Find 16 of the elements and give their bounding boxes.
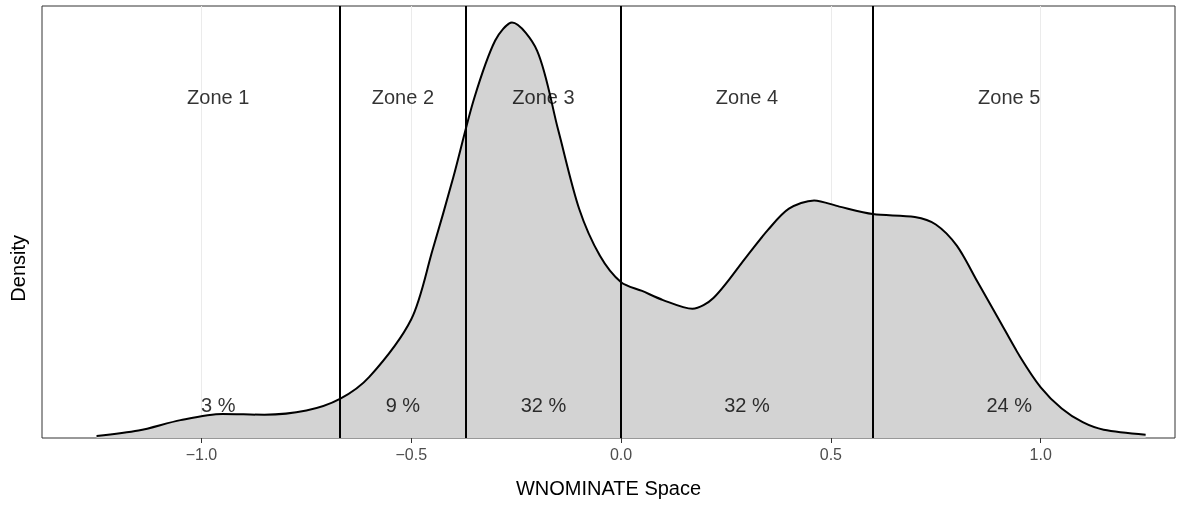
annotation: Zone 2 (371, 86, 435, 109)
annotation: 9 % (385, 393, 421, 416)
x-tick-label: 0.5 (819, 445, 843, 463)
annotation: 24 % (986, 393, 1033, 416)
annotation: 32 % (520, 393, 567, 416)
annotation: Zone 1 (187, 86, 250, 109)
annotation: 3 % (201, 393, 236, 416)
annotation: Zone 4 (715, 86, 779, 109)
annotation: 32 % (724, 393, 770, 416)
x-tick-label: 1.0 (1029, 445, 1052, 463)
x-tick-label: −1.0 (185, 445, 218, 463)
x-tick-label: 0.0 (609, 445, 633, 463)
x-axis-title: WNOMINATE Space (515, 477, 702, 499)
y-axis-title: Density (7, 234, 29, 302)
annotation: Zone 5 (978, 86, 1041, 109)
x-tick-label: −0.5 (395, 445, 428, 463)
